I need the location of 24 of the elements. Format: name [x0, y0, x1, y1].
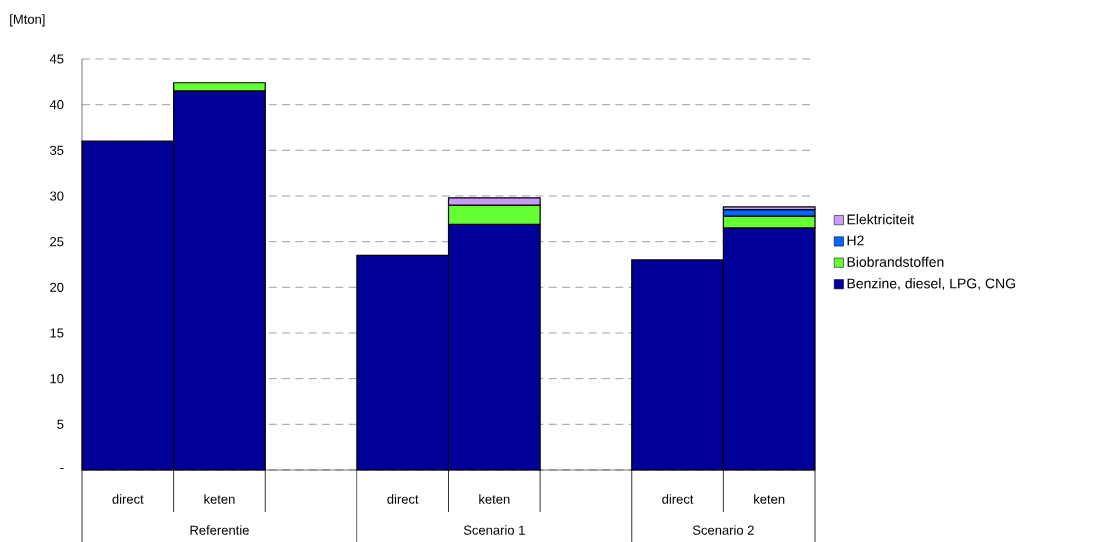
text: Scenario 2 — [692, 525, 754, 535]
x-tick-label: direct — [387, 494, 419, 504]
y-tick-label: - — [60, 467, 64, 470]
legend-label: H2 — [847, 235, 864, 246]
y-tick-label: 10 — [50, 374, 64, 384]
legend-label: Benzine, diesel, LPG, CNG — [847, 278, 1016, 291]
y-tick-label: 45 — [49, 54, 64, 64]
y-tick-label: 15 — [50, 328, 64, 338]
y-tick-label: 20 — [50, 282, 64, 292]
x-tick-label: keten — [479, 494, 510, 504]
x-tick-label: keten — [754, 494, 785, 504]
x-tick-label: direct — [662, 494, 694, 504]
y-tick-label: 25 — [50, 237, 64, 247]
text: Scenario 1 — [463, 525, 525, 535]
x-tick-label: direct — [112, 494, 144, 504]
legend-label: Elektriciteit — [847, 214, 915, 225]
y-axis-title: [Mton] — [10, 14, 45, 27]
y-tick-label: 40 — [49, 100, 64, 110]
y-tick-label: 5 — [57, 419, 64, 429]
y-tick-label: 30 — [50, 191, 64, 201]
x-tick-label: keten — [204, 494, 235, 504]
text: Referentie — [190, 525, 249, 535]
y-tick-label: 35 — [50, 145, 64, 155]
legend-label: Biobrandstoffen — [847, 256, 944, 267]
